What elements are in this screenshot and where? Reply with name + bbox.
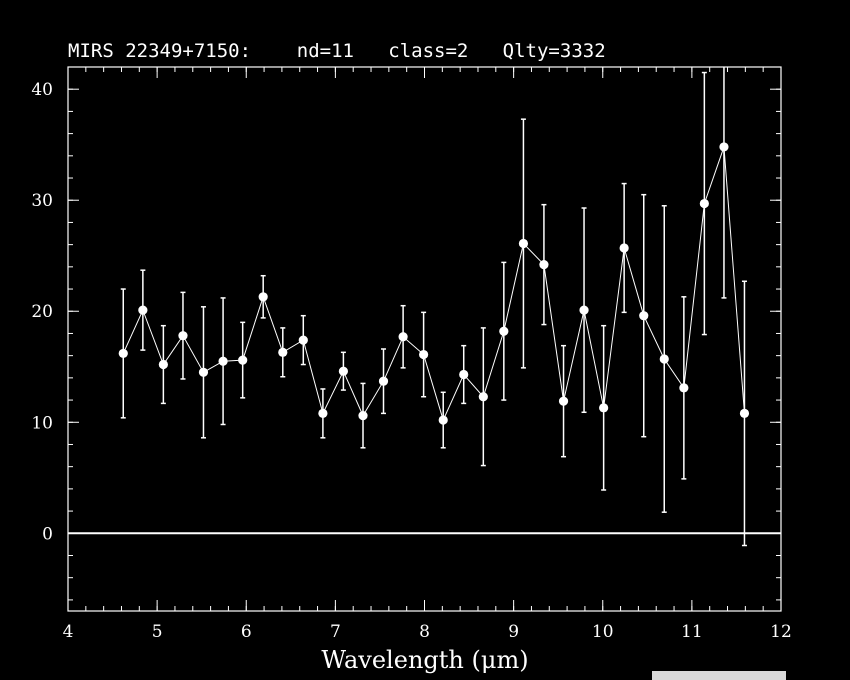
x-tick-label: 11 [681, 622, 703, 642]
y-tick-label: 40 [31, 80, 53, 100]
data-point [398, 332, 408, 342]
plot-frame [67, 66, 782, 612]
x-tick-label: 6 [241, 622, 252, 642]
data-points [118, 142, 750, 425]
data-point [138, 305, 148, 315]
data-point [218, 356, 228, 366]
data-point [558, 396, 569, 406]
x-tick-label: 12 [770, 622, 792, 642]
chart-title: MIRS 22349+7150: nd=11 class=2 Qlty=3332 [68, 40, 606, 62]
data-point [719, 142, 729, 152]
data-point [258, 292, 268, 302]
x-tick-label: 10 [592, 622, 614, 642]
x-tick-label: 9 [508, 622, 519, 642]
x-tick-label: 7 [330, 622, 341, 642]
data-point [238, 355, 248, 365]
data-point [739, 408, 750, 418]
data-point [318, 408, 328, 418]
data-point [459, 369, 469, 380]
timestamp-stamp [652, 671, 786, 680]
data-point [639, 311, 649, 321]
data-point [298, 335, 308, 345]
data-point [478, 392, 488, 402]
error-bars [120, 67, 747, 547]
minor-ticks [67, 66, 782, 611]
data-point [499, 326, 509, 336]
x-tick-label: 5 [152, 622, 163, 642]
data-point [599, 403, 609, 413]
series-line [122, 146, 745, 422]
data-point [438, 415, 448, 425]
data-point [518, 238, 529, 249]
data-point [419, 349, 429, 360]
data-point [378, 376, 389, 386]
data-point [158, 359, 168, 370]
y-tick-label: 0 [42, 524, 53, 544]
y-tick-label: 20 [31, 302, 53, 322]
data-point [579, 305, 589, 315]
x-axis-label: Wavelength (μm) [321, 646, 528, 674]
data-point [659, 354, 669, 364]
data-point [178, 331, 188, 341]
x-tick-labels: 4 5 6 7 8 9 10 11 12 [63, 622, 792, 642]
y-tick-labels: 0 10 20 30 40 [31, 80, 53, 544]
x-tick-label: 4 [63, 622, 74, 642]
data-point [619, 243, 629, 253]
y-tick-label: 10 [31, 413, 53, 433]
y-tick-label: 30 [31, 191, 53, 211]
data-point [699, 198, 709, 209]
data-point [358, 411, 368, 421]
major-ticks [67, 67, 782, 611]
data-point [278, 347, 288, 357]
data-point [338, 366, 348, 376]
x-tick-label: 8 [419, 622, 430, 642]
data-point [539, 260, 549, 270]
data-point [118, 348, 128, 359]
data-point [198, 367, 209, 377]
data-point [679, 383, 689, 393]
